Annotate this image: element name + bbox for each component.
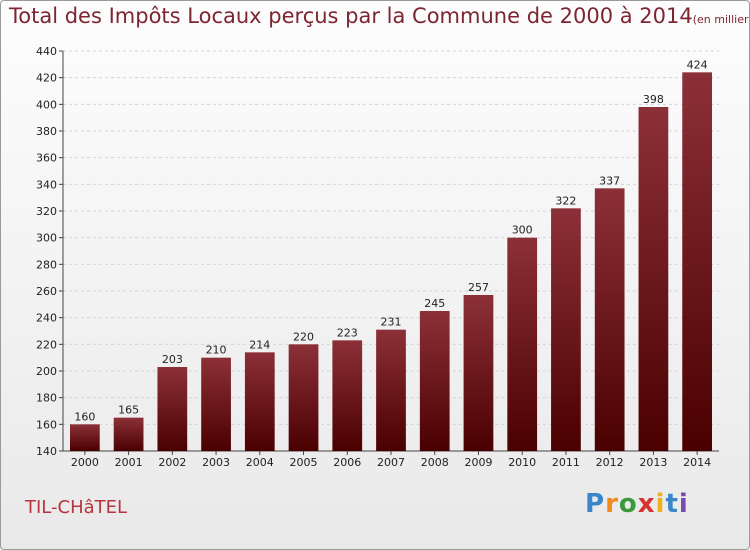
y-tick-label: 340 [36, 178, 57, 191]
logo-letter: r [605, 489, 619, 519]
x-tick-label: 2001 [115, 456, 143, 469]
y-tick-label: 180 [36, 392, 57, 405]
data-label: 214 [249, 338, 270, 351]
bars [69, 72, 713, 452]
chart-title: Total des Impôts Locaux perçus par la Co… [9, 4, 749, 28]
y-tick-label: 320 [36, 205, 57, 218]
x-tick-label: 2003 [202, 456, 230, 469]
logo-letter: P [585, 489, 606, 519]
bar [594, 188, 625, 452]
x-tick-label: 2009 [464, 456, 492, 469]
logo-letter: o [618, 489, 638, 519]
x-tick-label: 2010 [508, 456, 536, 469]
bar [244, 352, 275, 451]
bar [682, 72, 713, 451]
data-label: 220 [293, 330, 314, 343]
y-tick-label: 380 [36, 125, 57, 138]
bar [376, 329, 406, 451]
x-tick-label: 2011 [552, 456, 580, 469]
y-tick-label: 400 [36, 98, 57, 111]
y-tick-label: 240 [36, 312, 57, 325]
x-tick-label: 2014 [683, 456, 711, 469]
data-label: 398 [643, 93, 664, 106]
x-tick-label: 2006 [333, 456, 361, 469]
data-label: 231 [381, 316, 402, 329]
y-tick-label: 300 [36, 232, 57, 245]
y-tick-label: 200 [36, 365, 57, 378]
bar [201, 357, 231, 451]
data-label: 257 [468, 281, 489, 294]
x-tick-label: 2013 [639, 456, 667, 469]
data-label: 210 [206, 344, 227, 357]
data-label: 203 [162, 353, 183, 366]
data-label: 245 [424, 297, 445, 310]
x-tick-label: 2002 [158, 456, 186, 469]
logo-letter: i [678, 489, 689, 519]
bar [113, 417, 144, 451]
data-label: 424 [687, 58, 708, 71]
bar [419, 311, 450, 451]
y-tick-label: 360 [36, 152, 57, 165]
chart-title-text: Total des Impôts Locaux perçus par la Co… [9, 4, 693, 28]
bar [288, 344, 319, 451]
data-label: 337 [599, 174, 620, 187]
data-label: 165 [118, 404, 139, 417]
y-tick-label: 420 [36, 72, 57, 85]
x-tick-label: 2008 [421, 456, 449, 469]
x-tick-label: 2007 [377, 456, 405, 469]
labels: 140 160 180 200 220 240 260 280 300 320 340 360 380 4… [36, 45, 711, 469]
x-tick-label: 2005 [290, 456, 318, 469]
x-tick-label: 2012 [596, 456, 624, 469]
y-tick-label: 220 [36, 338, 57, 351]
x-tick-label: 2000 [71, 456, 99, 469]
y-tick-label: 260 [36, 285, 57, 298]
chart-unit: (en milliers d'€) [692, 13, 749, 26]
data-label: 160 [74, 410, 95, 423]
logo-letter: x [637, 489, 656, 519]
bar [69, 424, 100, 451]
bar [463, 295, 494, 451]
logo-letter: t [665, 489, 679, 519]
data-label: 223 [337, 326, 358, 339]
y-tick-label: 160 [36, 418, 57, 431]
bar [157, 367, 188, 451]
commune-name: TIL-CHâTEL [25, 497, 128, 518]
y-tick-label: 280 [36, 258, 57, 271]
y-tick-label: 140 [36, 445, 57, 458]
bar [551, 208, 581, 451]
logo-letter: i [655, 489, 666, 519]
bar [507, 237, 538, 451]
y-tick-label: 440 [36, 45, 57, 58]
proxiti-logo[interactable]: Proxiti [585, 489, 689, 519]
bar [638, 107, 669, 451]
x-tick-label: 2004 [246, 456, 274, 469]
data-label: 322 [555, 194, 576, 207]
bar [332, 340, 363, 451]
data-label: 300 [512, 224, 533, 237]
